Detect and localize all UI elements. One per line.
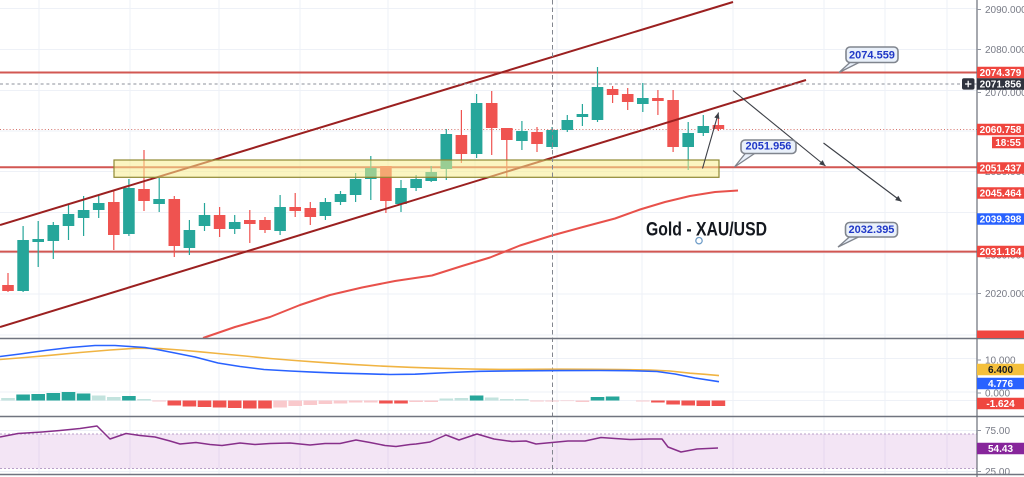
svg-text:18:55: 18:55	[995, 138, 1021, 149]
svg-text:2039.398: 2039.398	[980, 215, 1022, 226]
svg-text:-1.624: -1.624	[986, 399, 1015, 410]
svg-text:4.776: 4.776	[988, 379, 1013, 390]
svg-text:2031.184: 2031.184	[980, 247, 1022, 258]
svg-text:2051.956: 2051.956	[746, 140, 792, 152]
svg-text:25.00: 25.00	[985, 467, 1010, 477]
svg-text:6.400: 6.400	[988, 365, 1013, 376]
svg-text:2032.395: 2032.395	[849, 224, 895, 236]
svg-text:2080.000: 2080.000	[985, 45, 1024, 56]
svg-text:54.43: 54.43	[988, 444, 1013, 455]
svg-text:2074.379: 2074.379	[980, 68, 1022, 79]
svg-text:10.000: 10.000	[985, 356, 1016, 367]
svg-text:2090.000: 2090.000	[985, 5, 1024, 16]
svg-text:2045.464: 2045.464	[980, 189, 1022, 200]
svg-text:Gold - XAU/USD: Gold - XAU/USD	[646, 220, 767, 241]
svg-text:2071.856: 2071.856	[980, 80, 1022, 91]
svg-text:2074.559: 2074.559	[849, 49, 895, 61]
svg-text:2051.437: 2051.437	[980, 164, 1022, 175]
svg-text:2070.000: 2070.000	[985, 88, 1024, 99]
svg-text:2020.000: 2020.000	[985, 289, 1024, 300]
svg-text:75.00: 75.00	[985, 426, 1010, 437]
svg-text:2060.758: 2060.758	[980, 125, 1022, 136]
svg-text:0.000: 0.000	[985, 389, 1010, 400]
